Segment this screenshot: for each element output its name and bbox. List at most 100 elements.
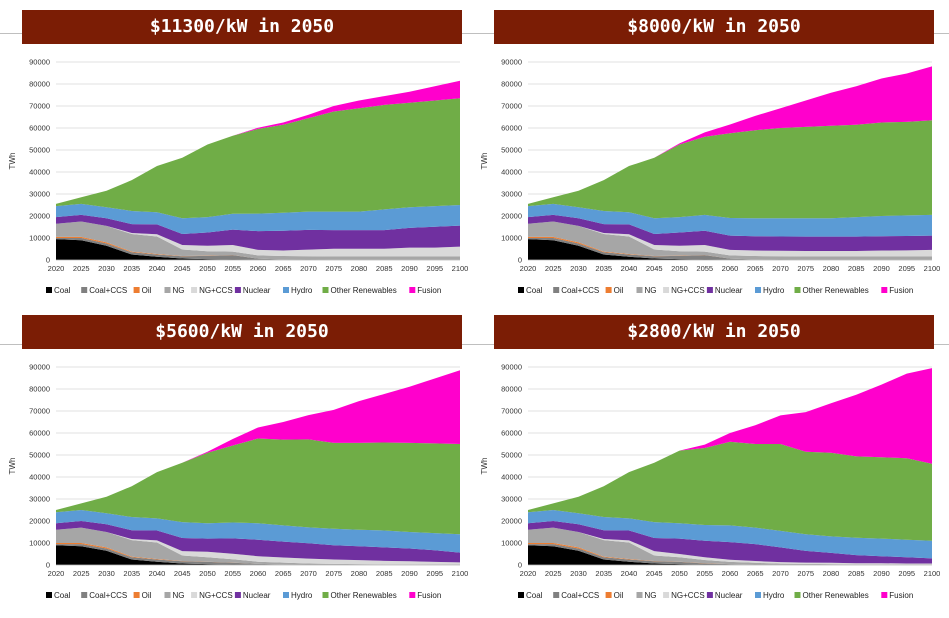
legend-swatch bbox=[881, 592, 888, 598]
legend-swatch bbox=[605, 287, 612, 293]
x-tick-label: 2030 bbox=[98, 264, 115, 273]
y-tick-label: 90000 bbox=[501, 58, 522, 67]
x-tick-label: 2065 bbox=[747, 569, 764, 578]
x-tick-label: 2080 bbox=[823, 569, 840, 578]
legend-swatch bbox=[636, 287, 643, 293]
legend-swatch bbox=[553, 287, 560, 293]
area-series-other-renewables bbox=[56, 98, 460, 219]
x-tick-label: 2075 bbox=[325, 264, 342, 273]
x-tick-label: 2085 bbox=[848, 264, 865, 273]
legend-label: Coal+CCS bbox=[561, 286, 599, 295]
y-tick-label: 10000 bbox=[29, 234, 50, 243]
legend-swatch bbox=[283, 287, 289, 293]
x-tick-label: 2060 bbox=[250, 264, 267, 273]
chart-panel: $8000/kW in 2050 0 10000 20000 30000 40000 50… bbox=[472, 0, 942, 305]
legend-label: NG+CCS bbox=[671, 286, 705, 295]
area-series-hydro bbox=[528, 203, 932, 237]
y-axis-label: TWh bbox=[480, 458, 489, 475]
area-series-fusion bbox=[56, 80, 460, 204]
x-tick-label: 2025 bbox=[73, 569, 90, 578]
x-tick-label: 2050 bbox=[671, 264, 688, 273]
x-tick-label: 2060 bbox=[722, 569, 739, 578]
legend-swatch bbox=[133, 592, 140, 598]
legend-swatch bbox=[81, 592, 88, 598]
legend-swatch bbox=[755, 287, 761, 293]
chart-panel: $5600/kW in 2050 0 10000 20000 30000 40000 50… bbox=[0, 305, 470, 610]
y-tick-label: 10000 bbox=[501, 539, 522, 548]
area-series-coal bbox=[56, 545, 460, 565]
area-series-ng bbox=[528, 527, 932, 565]
y-tick-label: 0 bbox=[518, 561, 522, 570]
area-series-nuclear bbox=[56, 214, 460, 251]
x-tick-label: 2030 bbox=[98, 569, 115, 578]
y-tick-label: 10000 bbox=[29, 539, 50, 548]
legend-label: Hydro bbox=[291, 591, 313, 600]
x-tick-label: 2085 bbox=[848, 569, 865, 578]
chart-title: $11300/kW in 2050 bbox=[22, 10, 462, 44]
area-series-fusion bbox=[528, 368, 932, 510]
area-series-coal-ccs bbox=[528, 544, 932, 565]
legend-swatch bbox=[283, 592, 289, 598]
chart-panel: $11300/kW in 2050 0 10000 20000 30000 40000 5… bbox=[0, 0, 470, 305]
chart-title: $5600/kW in 2050 bbox=[22, 315, 462, 349]
x-tick-label: 2025 bbox=[545, 569, 562, 578]
y-tick-label: 0 bbox=[518, 256, 522, 265]
y-axis-label: TWh bbox=[8, 458, 17, 475]
area-series-nuclear bbox=[56, 521, 460, 563]
area-series-coal bbox=[528, 545, 932, 565]
x-tick-label: 2020 bbox=[520, 569, 537, 578]
legend-label: NG bbox=[173, 286, 185, 295]
x-tick-label: 2055 bbox=[224, 264, 241, 273]
legend-swatch bbox=[794, 592, 801, 598]
x-tick-label: 2100 bbox=[452, 569, 469, 578]
legend-swatch bbox=[663, 592, 670, 598]
area-chart: 0 10000 20000 30000 40000 50000 60000 70000 8000… bbox=[480, 58, 940, 296]
x-tick-label: 2035 bbox=[595, 264, 612, 273]
legend-label: Coal+CCS bbox=[89, 591, 127, 600]
x-tick-label: 2065 bbox=[275, 264, 292, 273]
x-tick-label: 2085 bbox=[376, 569, 393, 578]
x-tick-label: 2050 bbox=[199, 264, 216, 273]
x-tick-label: 2090 bbox=[873, 569, 890, 578]
y-tick-label: 60000 bbox=[501, 124, 522, 133]
legend-swatch bbox=[755, 592, 761, 598]
legend-swatch bbox=[409, 592, 416, 598]
area-chart: 0 10000 20000 30000 40000 50000 60000 70000 8000… bbox=[480, 363, 940, 601]
legend-label: Other Renewables bbox=[803, 591, 869, 600]
legend-swatch bbox=[191, 592, 198, 598]
legend-label: Hydro bbox=[291, 286, 313, 295]
legend-label: Nuclear bbox=[243, 286, 271, 295]
area-series-nuclear bbox=[528, 521, 932, 564]
y-tick-label: 30000 bbox=[501, 495, 522, 504]
x-tick-label: 2055 bbox=[696, 264, 713, 273]
area-series-oil bbox=[528, 543, 932, 565]
y-tick-label: 40000 bbox=[501, 168, 522, 177]
y-tick-label: 90000 bbox=[501, 363, 522, 372]
y-tick-label: 70000 bbox=[29, 102, 50, 111]
legend-label: Fusion bbox=[417, 591, 441, 600]
x-tick-label: 2085 bbox=[376, 264, 393, 273]
x-tick-label: 2055 bbox=[224, 569, 241, 578]
x-tick-label: 2040 bbox=[149, 569, 166, 578]
y-tick-label: 40000 bbox=[29, 168, 50, 177]
legend-label: NG bbox=[645, 591, 657, 600]
legend-label: Oil bbox=[142, 286, 152, 295]
legend-label: Fusion bbox=[889, 591, 913, 600]
x-tick-label: 2090 bbox=[401, 264, 418, 273]
legend-label: Hydro bbox=[763, 591, 785, 600]
x-tick-label: 2060 bbox=[250, 569, 267, 578]
area-series-coal-ccs bbox=[56, 544, 460, 565]
y-tick-label: 50000 bbox=[501, 451, 522, 460]
y-tick-label: 0 bbox=[46, 561, 50, 570]
area-series-other-renewables bbox=[528, 120, 932, 219]
x-tick-label: 2045 bbox=[646, 264, 663, 273]
legend-swatch bbox=[663, 287, 670, 293]
legend-swatch bbox=[322, 592, 329, 598]
x-tick-label: 2065 bbox=[275, 569, 292, 578]
x-tick-label: 2070 bbox=[772, 264, 789, 273]
legend-label: Coal+CCS bbox=[561, 591, 599, 600]
legend-swatch bbox=[322, 287, 329, 293]
x-tick-label: 2080 bbox=[351, 569, 368, 578]
x-tick-label: 2020 bbox=[48, 569, 65, 578]
y-tick-label: 80000 bbox=[29, 80, 50, 89]
